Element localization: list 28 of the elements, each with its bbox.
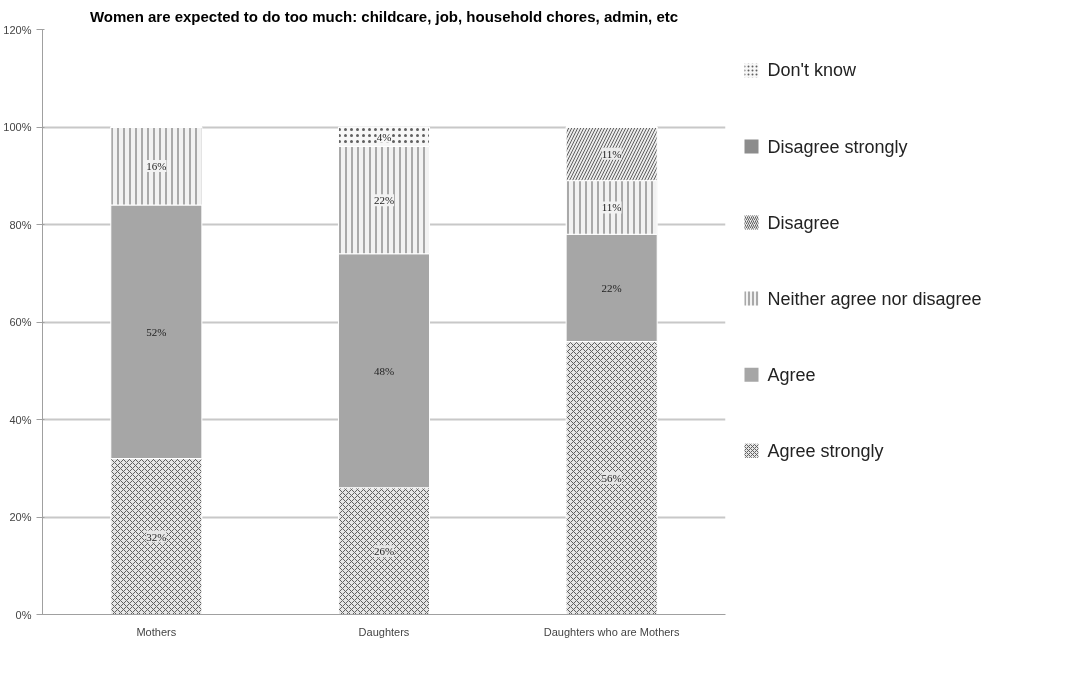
- y-tick-label: 60%: [9, 316, 32, 328]
- legend-label: Disagree strongly: [767, 136, 908, 157]
- data-label: 52%: [146, 325, 167, 338]
- legend-label: Disagree: [767, 212, 840, 233]
- data-label: 48%: [373, 364, 395, 377]
- legend-label: Neither agree nor disagree: [767, 288, 982, 309]
- chart-title: Women are expected to do too much: childcare, job, household chores, admin, etc: [89, 7, 679, 25]
- x-tick-label: Daughters: [358, 625, 410, 638]
- y-tick-label: 0%: [15, 608, 32, 621]
- legend-label: Agree strongly: [767, 440, 884, 461]
- data-label: 56%: [601, 472, 622, 484]
- y-tick-label: 80%: [9, 218, 32, 231]
- legend-label: Agree: [767, 364, 816, 385]
- data-label: 22%: [601, 281, 622, 294]
- y-tick-label: 120%: [3, 23, 32, 36]
- data-label: 11%: [601, 201, 622, 214]
- x-tick-label: Daughters who are Mothers: [543, 625, 681, 638]
- data-label: 26%: [373, 545, 395, 558]
- x-tick-label: Mothers: [136, 625, 177, 638]
- data-label: 32%: [146, 530, 167, 543]
- legend-label: Don't know: [767, 60, 857, 81]
- data-label: 11%: [601, 147, 622, 160]
- data-label: 16%: [146, 160, 167, 172]
- y-tick-label: 100%: [3, 121, 32, 133]
- y-tick-label: 20%: [9, 511, 32, 523]
- data-label: 4%: [376, 130, 392, 143]
- data-label: 22%: [373, 194, 395, 207]
- y-tick-label: 40%: [9, 413, 32, 426]
